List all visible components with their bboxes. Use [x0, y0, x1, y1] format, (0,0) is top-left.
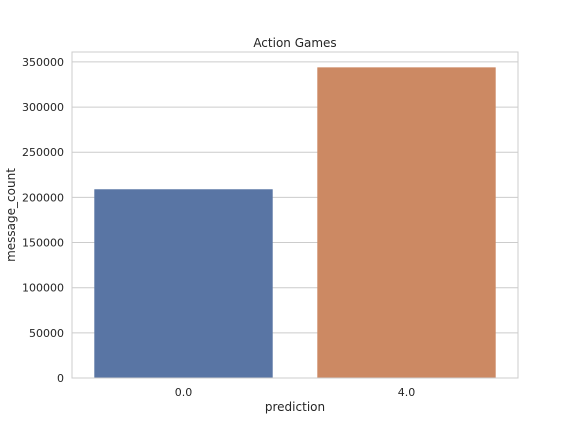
x-tick-labels: 0.0 4.0	[175, 386, 416, 399]
plot-frame	[71, 51, 519, 379]
y-tick-label: 100000	[22, 282, 64, 295]
y-tick-label: 50000	[29, 327, 64, 340]
bar-0-0	[94, 189, 273, 378]
bars	[94, 67, 496, 378]
y-tick-labels: 0 50000 100000 150000 200000 250000 300000 3500…	[22, 56, 64, 385]
y-tick-label: 0	[57, 372, 64, 385]
x-axis-label: prediction	[265, 400, 325, 414]
y-tick-label: 350000	[22, 56, 64, 69]
bar-4-0	[317, 67, 496, 378]
chart-title: Action Games	[253, 36, 336, 50]
x-tick-label: 4.0	[398, 386, 416, 399]
y-axis-label: message_count	[4, 168, 18, 262]
x-tick-label: 0.0	[175, 386, 193, 399]
y-tick-label: 300000	[22, 101, 64, 114]
y-tick-label: 250000	[22, 146, 64, 159]
y-tick-label: 200000	[22, 191, 64, 204]
y-tick-label: 150000	[22, 237, 64, 250]
